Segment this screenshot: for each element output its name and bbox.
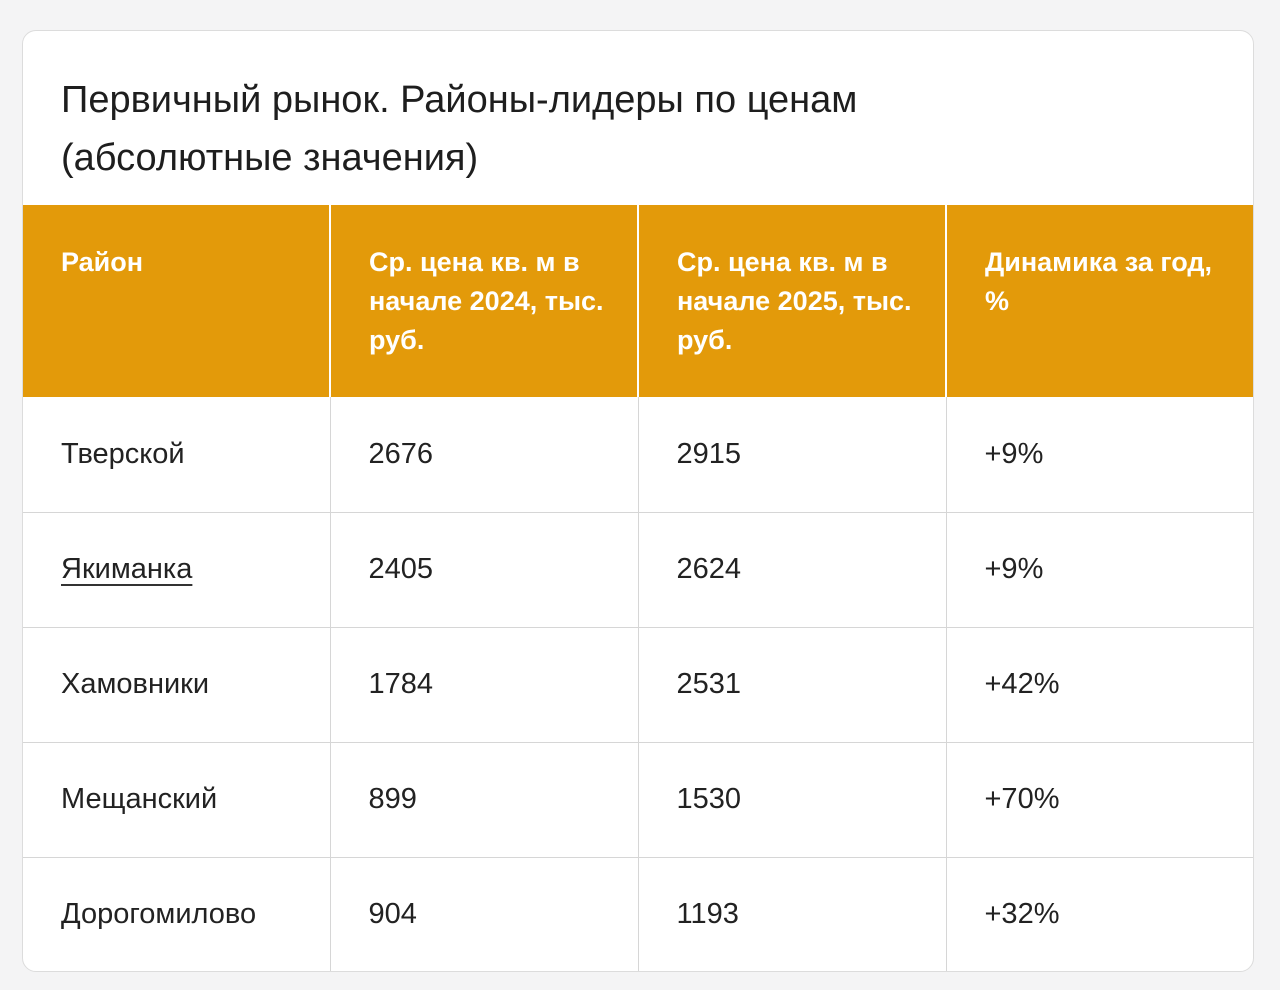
price-2024-cell: 904 [329, 856, 638, 971]
price-2025-cell: 1530 [637, 741, 946, 857]
district-cell: Якиманка [23, 511, 330, 627]
table-row: Якиманка 2405 2624 +9% [23, 511, 1253, 627]
district-link[interactable]: Якиманка [61, 553, 193, 585]
table-row: Дорогомилово 904 1193 +32% [23, 856, 1253, 971]
title-line-1: Первичный рынок. Районы-лидеры по ценам [61, 79, 858, 121]
header-price-2025: Ср. цена кв. м в начале 2025, тыс. руб. [637, 205, 946, 397]
change-cell: +9% [945, 397, 1253, 512]
price-2025-cell: 2915 [637, 397, 946, 512]
table-row: Мещанский 899 1530 +70% [23, 741, 1253, 857]
price-2025-cell: 2531 [637, 626, 946, 742]
change-cell: +70% [945, 741, 1253, 857]
table-row: Хамовники 1784 2531 +42% [23, 626, 1253, 742]
table-row: Тверской 2676 2915 +9% [23, 397, 1253, 512]
table-card: Первичный рынок. Районы-лидеры по ценам (… [22, 30, 1254, 972]
header-change: Динамика за год, % [945, 205, 1253, 397]
header-district: Район [23, 205, 330, 397]
district-cell: Хамовники [23, 626, 330, 742]
header-row: Район Ср. цена кв. м в начале 2024, тыс.… [23, 205, 1253, 397]
price-2025-cell: 2624 [637, 511, 946, 627]
district-cell: Дорогомилово [23, 856, 330, 971]
change-cell: +42% [945, 626, 1253, 742]
price-2024-cell: 899 [329, 741, 638, 857]
page-title: Первичный рынок. Районы-лидеры по ценам (… [61, 71, 1161, 187]
district-cell: Мещанский [23, 741, 330, 857]
title-line-2: (абсолютные значения) [61, 137, 479, 179]
table-body: Тверской 2676 2915 +9% Якиманка 2405 262… [23, 397, 1253, 971]
price-2024-cell: 1784 [329, 626, 638, 742]
district-cell: Тверской [61, 437, 185, 470]
header-price-2024: Ср. цена кв. м в начале 2024, тыс. руб. [329, 205, 638, 397]
prices-table: Район Ср. цена кв. м в начале 2024, тыс.… [23, 205, 1253, 971]
change-cell: +9% [945, 511, 1253, 627]
price-2024-cell: 2676 [329, 397, 638, 512]
table-header: Район Ср. цена кв. м в начале 2024, тыс.… [23, 205, 1253, 397]
change-cell: +32% [945, 856, 1253, 971]
price-2025-cell: 1193 [637, 856, 946, 971]
price-2024-cell: 2405 [329, 511, 638, 627]
